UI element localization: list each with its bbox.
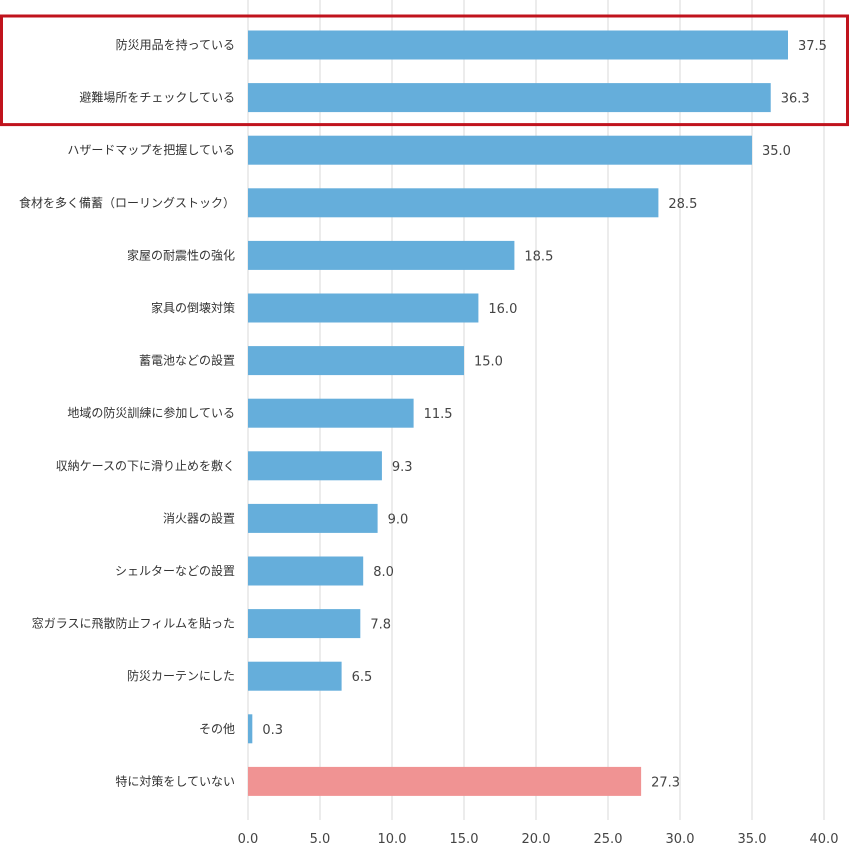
bar-2	[248, 135, 752, 165]
category-label-5: 家具の倒壊対策	[151, 300, 235, 315]
x-tick-label-7: 35.0	[738, 832, 767, 847]
x-tick-label-2: 10.0	[378, 832, 407, 847]
bar-3	[248, 188, 659, 218]
category-label-11: 窓ガラスに飛散防止フィルムを貼った	[32, 616, 235, 631]
value-label-9: 9.0	[388, 512, 409, 527]
category-label-7: 地域の防災訓練に参加している	[67, 405, 235, 420]
category-label-8: 収納ケースの下に滑り止めを敷く	[56, 458, 235, 473]
bar-12	[248, 661, 342, 691]
x-tick-label-4: 20.0	[522, 832, 551, 847]
bar-8	[248, 451, 382, 481]
category-label-3: 食材を多く備蓄（ローリングストック）	[19, 195, 235, 210]
bar-13	[248, 714, 253, 744]
bars	[248, 30, 788, 796]
value-label-10: 8.0	[373, 565, 394, 580]
category-label-13: その他	[199, 722, 235, 736]
value-label-13: 0.3	[262, 723, 283, 738]
bar-14	[248, 766, 642, 796]
value-label-14: 27.3	[651, 775, 680, 790]
value-label-2: 35.0	[762, 144, 791, 159]
value-label-3: 28.5	[668, 197, 697, 212]
x-tick-label-1: 5.0	[310, 832, 331, 847]
x-tick-label-6: 30.0	[666, 832, 695, 847]
category-label-4: 家屋の耐震性の強化	[127, 247, 235, 262]
bar-0	[248, 30, 788, 60]
highlight-box	[0, 14, 849, 127]
value-label-7: 11.5	[424, 407, 453, 422]
category-label-0: 防災用品を持っている	[116, 37, 235, 52]
bar-11	[248, 609, 361, 639]
value-label-12: 6.5	[352, 670, 373, 685]
value-label-8: 9.3	[392, 460, 413, 475]
value-label-6: 15.0	[474, 355, 503, 370]
value-label-0: 37.5	[798, 39, 827, 54]
category-label-9: 消火器の設置	[163, 510, 235, 525]
bar-4	[248, 240, 515, 270]
bar-9	[248, 503, 378, 533]
category-label-1: 避難場所をチェックしている	[79, 90, 235, 105]
category-label-2: ハザードマップを把握している	[67, 142, 235, 157]
category-labels: 防災用品を持っている避難場所をチェックしているハザードマップを把握している食材を…	[19, 37, 235, 788]
category-label-10: シェルターなどの設置	[115, 563, 235, 578]
bar-6	[248, 346, 464, 376]
bar-7	[248, 398, 414, 428]
value-label-5: 16.0	[488, 302, 517, 317]
category-label-12: 防災カーテンにした	[127, 668, 235, 683]
category-label-6: 蓄電池などの設置	[139, 353, 235, 368]
x-tick-label-5: 25.0	[594, 832, 623, 847]
value-label-1: 36.3	[781, 92, 810, 107]
x-tick-label-3: 15.0	[450, 832, 479, 847]
category-label-14: 特に対策をしていない	[115, 773, 235, 788]
x-tick-label-0: 0.0	[238, 832, 259, 847]
x-tick-label-8: 40.0	[810, 832, 839, 847]
bar-1	[248, 83, 771, 113]
value-label-4: 18.5	[524, 249, 553, 264]
x-axis-ticks: 0.0 5.0 10.0 15.0 20.0 25.0 30.0 35.0 40.0	[238, 832, 839, 847]
value-label-11: 7.8	[370, 618, 391, 633]
bar-10	[248, 556, 364, 586]
bar-5	[248, 293, 479, 323]
value-labels: 37.5 36.3 35.0 28.5 18.5 16.0 15.0 11.5 9.3 9.0 8.…	[262, 39, 827, 790]
